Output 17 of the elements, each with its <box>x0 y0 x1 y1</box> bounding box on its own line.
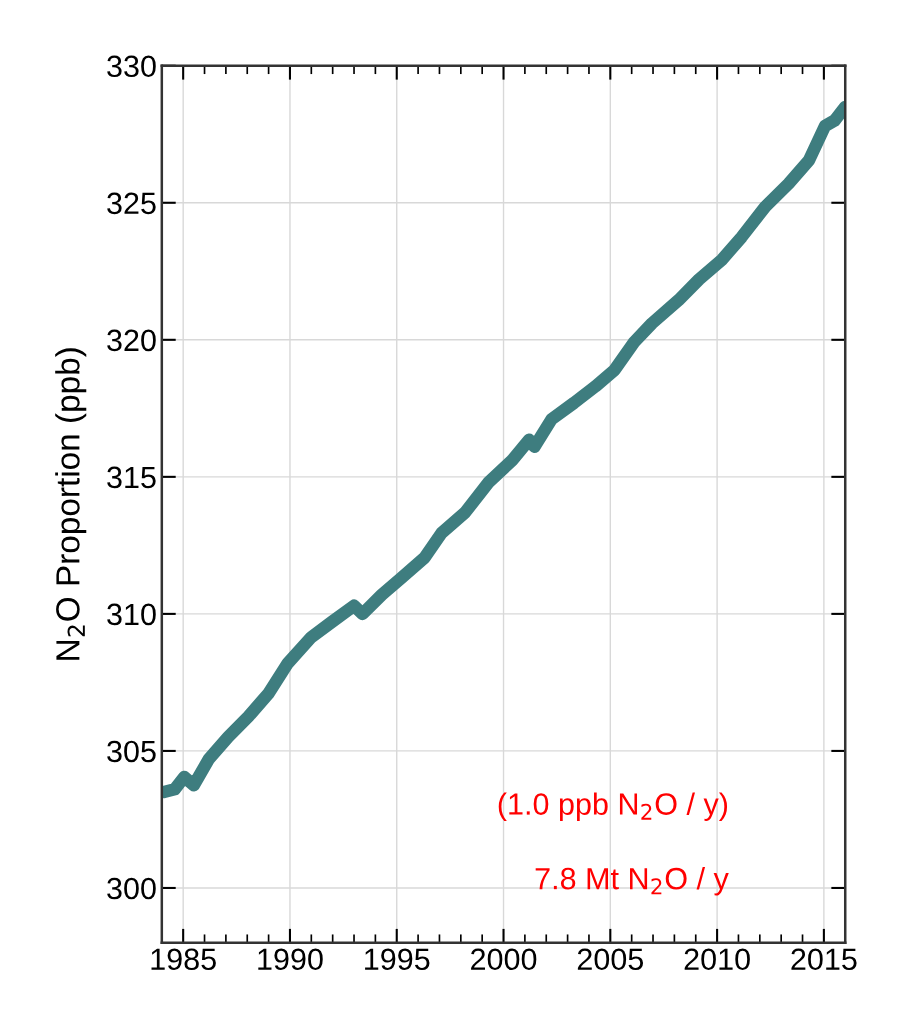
annotation: 7.8 Mt N$_{2}$O / y <box>535 867 729 896</box>
x-tick-label: 1990 <box>258 948 323 971</box>
y-axis-title: N$_{2}$O Proportion (ppb) <box>55 348 87 660</box>
x-tick-label: 2015 <box>791 948 857 971</box>
y-tick-label: 315 <box>107 466 156 489</box>
y-tick-label: 310 <box>107 603 156 626</box>
x-tick-label: 2010 <box>684 948 750 971</box>
y-tick-label: 325 <box>107 192 156 215</box>
x-tick-label: 2005 <box>577 948 644 971</box>
y-tick-label: 320 <box>107 329 156 352</box>
y-tick-label: 300 <box>107 877 156 900</box>
x-tick-label: 2000 <box>471 948 537 971</box>
y-tick-label: 305 <box>107 740 156 763</box>
x-tick-label: 1995 <box>365 948 430 971</box>
annotation: (1.0 ppb N$_{2}$O / y) <box>498 792 728 821</box>
y-tick-label: 330 <box>107 55 156 78</box>
x-tick-label: 1985 <box>151 948 216 971</box>
